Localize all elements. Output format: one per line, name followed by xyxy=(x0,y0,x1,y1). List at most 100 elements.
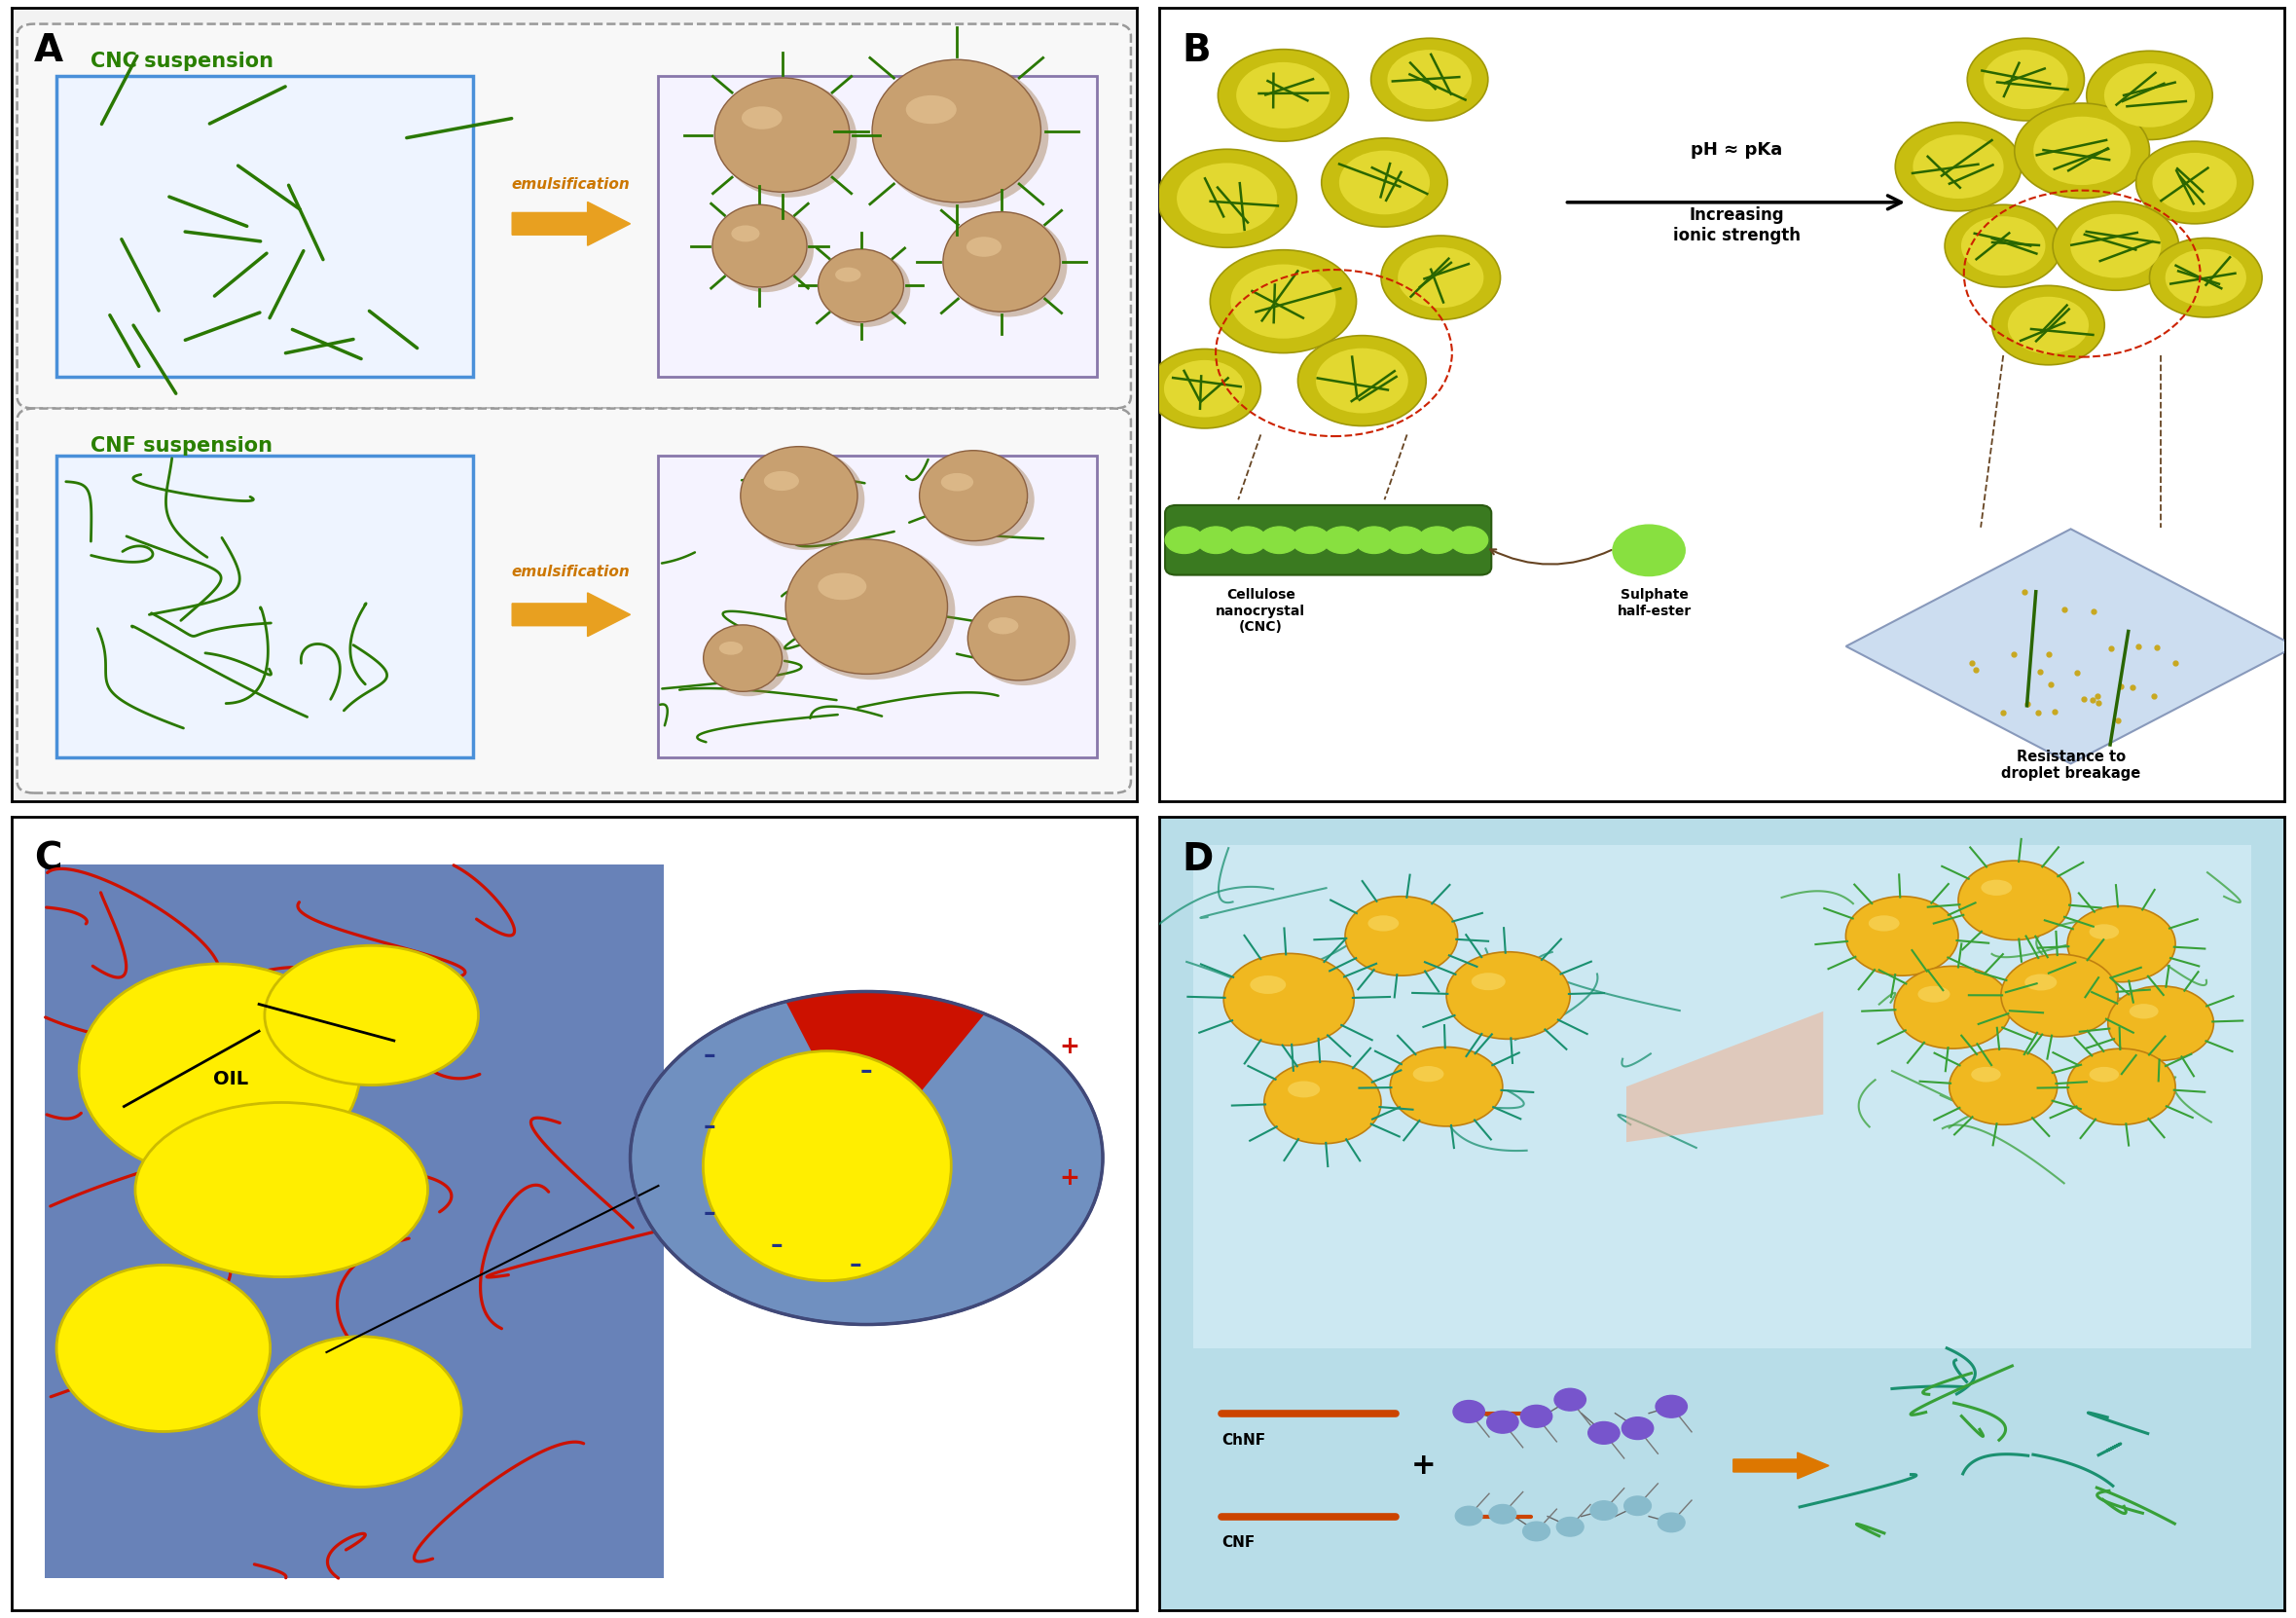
FancyBboxPatch shape xyxy=(659,76,1097,377)
Circle shape xyxy=(1164,361,1244,417)
Circle shape xyxy=(1157,149,1297,248)
Ellipse shape xyxy=(765,471,799,490)
Circle shape xyxy=(1623,1497,1651,1516)
Circle shape xyxy=(1387,50,1472,108)
Ellipse shape xyxy=(923,453,1035,545)
FancyBboxPatch shape xyxy=(16,408,1132,793)
Ellipse shape xyxy=(742,107,783,129)
Text: pH ≈ pKa: pH ≈ pKa xyxy=(1690,141,1782,159)
FancyArrow shape xyxy=(512,592,629,636)
Ellipse shape xyxy=(1412,1066,1444,1082)
Circle shape xyxy=(1894,123,2020,210)
Circle shape xyxy=(1316,348,1407,413)
Text: Resistance to
droplet breakage: Resistance to droplet breakage xyxy=(2002,749,2140,781)
Circle shape xyxy=(1621,1417,1653,1440)
Text: +: + xyxy=(1412,1451,1437,1480)
Ellipse shape xyxy=(703,625,783,691)
Ellipse shape xyxy=(872,60,1040,202)
Ellipse shape xyxy=(719,81,856,197)
Text: –: – xyxy=(861,1060,872,1082)
Circle shape xyxy=(1398,248,1483,307)
Circle shape xyxy=(629,992,1102,1325)
FancyBboxPatch shape xyxy=(46,864,664,1578)
Circle shape xyxy=(1148,349,1261,429)
Circle shape xyxy=(1228,526,1267,553)
Ellipse shape xyxy=(817,573,866,600)
Ellipse shape xyxy=(1446,951,1570,1039)
Circle shape xyxy=(1490,1505,1515,1524)
Text: A: A xyxy=(34,32,64,70)
Circle shape xyxy=(1589,1422,1619,1443)
Text: –: – xyxy=(703,1115,714,1137)
Ellipse shape xyxy=(2066,1048,2174,1125)
Ellipse shape xyxy=(707,628,790,696)
Circle shape xyxy=(2165,249,2245,306)
Circle shape xyxy=(1612,524,1685,576)
FancyArrow shape xyxy=(512,202,629,246)
Ellipse shape xyxy=(2089,924,2119,940)
Ellipse shape xyxy=(2066,906,2174,982)
Text: Cellulose
nanocrystal
(CNC): Cellulose nanocrystal (CNC) xyxy=(1217,589,1306,634)
Circle shape xyxy=(1164,526,1203,553)
Circle shape xyxy=(1419,526,1456,553)
Ellipse shape xyxy=(987,618,1019,634)
Circle shape xyxy=(1522,1523,1550,1540)
Circle shape xyxy=(1355,526,1394,553)
Ellipse shape xyxy=(703,1052,951,1281)
Ellipse shape xyxy=(57,1265,271,1432)
Ellipse shape xyxy=(1345,896,1458,976)
Ellipse shape xyxy=(2089,1066,2119,1082)
Text: C: C xyxy=(34,841,62,879)
Circle shape xyxy=(1235,61,1329,128)
Circle shape xyxy=(1339,150,1430,215)
Ellipse shape xyxy=(969,597,1070,681)
Ellipse shape xyxy=(1288,1081,1320,1097)
Ellipse shape xyxy=(1249,976,1286,993)
Text: –: – xyxy=(850,1254,861,1277)
Ellipse shape xyxy=(1265,1061,1382,1144)
Circle shape xyxy=(2014,104,2149,199)
Circle shape xyxy=(1655,1395,1688,1417)
Ellipse shape xyxy=(259,1336,461,1487)
Circle shape xyxy=(1658,1513,1685,1532)
Text: CNF: CNF xyxy=(1221,1535,1254,1550)
Circle shape xyxy=(1371,39,1488,121)
Ellipse shape xyxy=(817,249,905,322)
Ellipse shape xyxy=(907,95,957,125)
Ellipse shape xyxy=(2128,1003,2158,1019)
Ellipse shape xyxy=(1224,953,1355,1045)
FancyBboxPatch shape xyxy=(57,76,473,377)
Wedge shape xyxy=(785,992,985,1158)
Circle shape xyxy=(1554,1388,1587,1411)
Ellipse shape xyxy=(967,236,1001,257)
Ellipse shape xyxy=(719,642,744,655)
Text: CNC suspension: CNC suspension xyxy=(90,52,273,71)
Circle shape xyxy=(1322,138,1446,227)
Text: emulsification: emulsification xyxy=(512,565,629,579)
Circle shape xyxy=(1945,205,2062,286)
Circle shape xyxy=(1196,526,1235,553)
Ellipse shape xyxy=(78,964,360,1178)
Ellipse shape xyxy=(732,225,760,241)
Circle shape xyxy=(1453,1401,1486,1422)
Ellipse shape xyxy=(790,542,955,680)
Text: CNF suspension: CNF suspension xyxy=(90,437,273,456)
Ellipse shape xyxy=(875,61,1049,209)
Ellipse shape xyxy=(1958,861,2071,940)
Circle shape xyxy=(1488,1411,1518,1434)
Ellipse shape xyxy=(1472,972,1506,990)
FancyBboxPatch shape xyxy=(16,24,1132,408)
Circle shape xyxy=(1520,1404,1552,1427)
FancyBboxPatch shape xyxy=(1194,845,2250,1348)
Ellipse shape xyxy=(836,267,861,282)
Text: OIL: OIL xyxy=(214,1069,248,1087)
Polygon shape xyxy=(1626,1011,1823,1142)
Ellipse shape xyxy=(918,450,1026,540)
Circle shape xyxy=(1210,249,1357,353)
Ellipse shape xyxy=(714,78,850,193)
Circle shape xyxy=(2103,63,2195,128)
Ellipse shape xyxy=(1972,1066,2000,1082)
Circle shape xyxy=(1217,49,1348,141)
Circle shape xyxy=(1178,163,1277,233)
Circle shape xyxy=(1557,1518,1584,1535)
